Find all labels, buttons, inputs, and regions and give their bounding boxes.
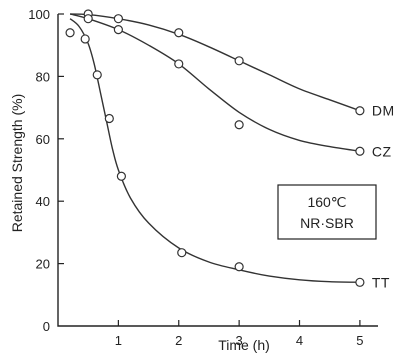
y-tick-label: 100 xyxy=(28,7,50,22)
x-axis-label: Time (h) xyxy=(218,337,270,353)
y-tick-label: 60 xyxy=(36,132,50,147)
series-line-tt xyxy=(69,18,360,283)
data-point-tt xyxy=(92,70,102,80)
y-tick-label: 40 xyxy=(36,194,50,209)
data-point-cz xyxy=(113,25,123,35)
data-point-cz xyxy=(355,146,365,156)
data-point-dm xyxy=(355,106,365,116)
y-tick-label: 0 xyxy=(43,319,50,334)
data-point-dm xyxy=(174,28,184,38)
annotation-line-1: 160℃ xyxy=(307,194,346,210)
data-point-tt xyxy=(355,277,365,287)
axis-frame xyxy=(57,14,378,327)
data-point-cz xyxy=(174,59,184,69)
series-label-tt: TT xyxy=(372,274,390,290)
annotation-line-2: NR·SBR xyxy=(300,215,354,231)
series-line-dm xyxy=(70,13,361,112)
data-point-tt xyxy=(80,34,90,44)
data-point-tt xyxy=(65,28,75,38)
data-point-cz xyxy=(234,120,244,130)
data-point-dm xyxy=(234,56,244,66)
x-tick-label: 2 xyxy=(175,333,182,348)
y-tick-label: 80 xyxy=(36,69,50,84)
data-point-tt xyxy=(104,113,114,124)
points xyxy=(65,9,365,287)
x-tick-label: 5 xyxy=(356,333,363,348)
data-point-dm xyxy=(113,14,123,24)
data-point-tt xyxy=(234,262,244,272)
data-point-tt xyxy=(116,171,126,181)
y-tick-label: 20 xyxy=(36,257,50,272)
series-labels: DM CZ TT xyxy=(372,103,395,291)
x-tick-label: 4 xyxy=(296,333,303,348)
axes: 0 20 40 60 80 100 1 2 3 4 5 xyxy=(28,7,378,348)
data-point-cz xyxy=(83,14,93,24)
x-tick-label: 1 xyxy=(115,333,122,348)
series-line-cz xyxy=(69,13,361,152)
series-label-cz: CZ xyxy=(372,143,392,159)
curves xyxy=(69,13,361,283)
annotation-frame xyxy=(277,184,377,240)
x-tick-label: 3 xyxy=(236,333,243,348)
data-point-tt xyxy=(177,248,187,258)
annotation-box: 160℃ NR·SBR xyxy=(277,184,377,240)
y-axis-label: Retained Strength (%) xyxy=(9,94,25,233)
series-label-dm: DM xyxy=(372,103,395,119)
